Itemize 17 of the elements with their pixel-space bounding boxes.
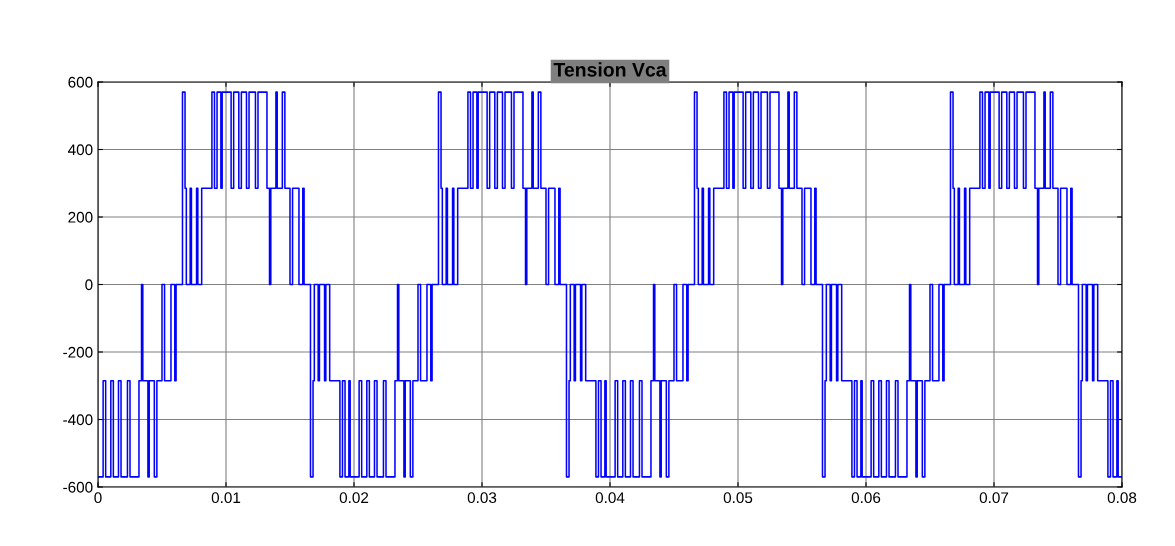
x-tick-label: 0.06 [851,492,881,504]
y-tick-label: 600 [68,76,93,88]
y-tick-label: -600 [63,481,93,493]
x-tick-label: 0.02 [339,492,369,504]
y-tick-label: -400 [63,414,93,426]
x-tick-label: 0.01 [211,492,241,504]
x-tick-label: 0.07 [979,492,1009,504]
y-tick-label: -200 [63,346,93,358]
x-tick-label: 0.08 [1107,492,1137,504]
chart-title: Tension Vca [553,62,667,77]
x-tick-label: 0 [94,492,102,504]
y-tick-label: 400 [68,144,93,156]
x-tick-label: 0.03 [467,492,497,504]
x-tick-label: 0.04 [595,492,625,504]
y-tick-label: 200 [68,211,93,223]
x-tick-label: 0.05 [723,492,753,504]
y-tick-label: 0 [85,279,93,291]
